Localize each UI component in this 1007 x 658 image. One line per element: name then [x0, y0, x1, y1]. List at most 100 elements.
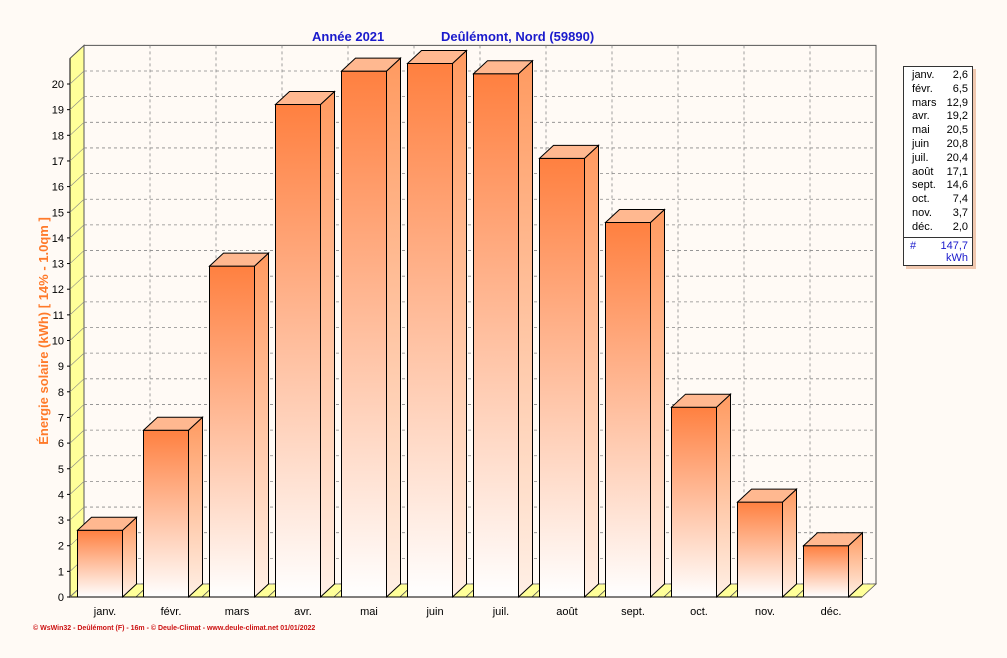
bar-top: [670, 393, 732, 408]
y-tick-label: 16: [52, 182, 64, 194]
grid-line-diag: [69, 224, 85, 239]
grid-line-diag: [69, 70, 85, 85]
grid-line-diag: [69, 429, 85, 444]
bar-10: [736, 487, 798, 599]
bar-side: [320, 90, 335, 599]
legend-month: sept.: [912, 179, 936, 192]
x-tick-label: févr.: [161, 606, 182, 618]
bar-top: [604, 209, 666, 224]
legend-row: août 17,1: [904, 166, 972, 180]
grid-line-diag: [69, 352, 85, 367]
legend-value: 7,4: [952, 193, 968, 206]
legend-value: 14,6: [946, 179, 968, 192]
chart-title-year: Année 2021: [312, 29, 384, 44]
legend-month: févr.: [912, 82, 933, 95]
bar-6: [472, 59, 534, 599]
bar-top: [142, 416, 204, 431]
grid-line-diag: [69, 96, 85, 110]
bar-side: [584, 144, 599, 599]
bar-side: [716, 393, 731, 599]
legend-row: janv. 2,6: [904, 69, 972, 83]
y-tick-label: 18: [52, 130, 64, 142]
legend-value: 2,0: [952, 220, 968, 233]
legend-month: juil.: [912, 151, 929, 164]
bar-3: [274, 90, 336, 599]
bar-side: [386, 57, 401, 599]
x-tick-label: oct.: [690, 606, 708, 618]
x-tick-label: nov.: [755, 606, 775, 618]
x-tick-label: janv.: [93, 606, 116, 618]
bar-top: [472, 60, 534, 75]
legend-row: juin 20,8: [904, 138, 972, 152]
x-tick-label: mars: [225, 606, 250, 618]
y-tick-label: 5: [58, 464, 64, 476]
legend-total-symbol: #: [910, 239, 917, 252]
bar-1: [142, 416, 204, 599]
bar-front: [341, 70, 387, 598]
y-tick-label: 0: [58, 592, 64, 604]
grid-line-diag: [69, 275, 85, 290]
bar-top: [76, 516, 138, 531]
y-tick-label: 11: [53, 310, 64, 322]
x-tick-label: juin: [425, 606, 443, 618]
bar-front: [143, 429, 189, 598]
y-tick-label: 13: [52, 259, 64, 271]
y-tick-label: 7: [58, 412, 64, 424]
bar-5: [406, 49, 468, 599]
x-tick-label: mai: [360, 606, 378, 618]
legend-row: févr. 6,5: [904, 83, 972, 97]
bar-front: [275, 104, 321, 598]
legend-value: 3,7: [952, 206, 968, 219]
legend-row: mars 12,9: [904, 97, 972, 111]
x-axis-ticks: janv. févr. mars avr. mai juin juil. août sept. o…: [93, 606, 842, 618]
y-tick-label: 9: [58, 361, 64, 373]
legend-value: 17,1: [946, 165, 968, 178]
legend-value: 6,5: [952, 82, 968, 95]
legend-month: juin: [912, 137, 930, 150]
y-tick-label: 2: [58, 541, 64, 553]
y-tick-label: 4: [58, 489, 64, 501]
y-tick-label: 8: [58, 387, 64, 399]
footer-credit: © WsWin32 - Deûlémont (F) - 16m - © Deul…: [33, 624, 315, 632]
legend-row: mai 20,5: [904, 124, 972, 138]
bar-top: [406, 49, 468, 64]
legend-month: nov.: [912, 206, 932, 219]
legend-month: janv.: [912, 69, 935, 81]
bar-front: [209, 265, 255, 598]
legend-value: 2,6: [952, 69, 968, 81]
legend-row: sept. 14,6: [904, 179, 972, 193]
bar-front: [539, 157, 585, 598]
legend-value: 20,5: [946, 124, 968, 137]
x-tick-label: sept.: [621, 606, 645, 618]
bar-front: [77, 529, 123, 598]
grid-line-diag: [69, 173, 85, 187]
chart-title-location: Deûlémont, Nord (59890): [441, 29, 594, 44]
bar-9: [670, 393, 732, 599]
y-tick-label: 14: [52, 233, 64, 245]
grid-line-diag: [69, 481, 85, 495]
x-tick-label: avr.: [294, 606, 312, 618]
legend-row: oct. 7,4: [904, 193, 972, 207]
bar-side: [782, 487, 797, 599]
bar-side: [188, 416, 203, 599]
grid-line-diag: [69, 301, 85, 316]
grid-line-diag: [69, 199, 85, 213]
legend-month: oct.: [912, 193, 930, 206]
y-tick-label: 20: [52, 79, 64, 91]
bar-2: [208, 251, 270, 599]
legend-rows: janv. 2,6 févr. 6,5 mars 12,9 avr. 19,2 mai 20,5 j…: [904, 67, 972, 237]
x-tick-label: août: [556, 606, 577, 618]
grid-line-diag: [69, 122, 85, 136]
legend-month: mars: [912, 96, 937, 109]
bar-8: [604, 208, 666, 599]
legend-total-unit: kWh: [946, 251, 968, 264]
legend-row: avr. 19,2: [904, 110, 972, 124]
y-tick-label: 15: [52, 207, 64, 219]
legend-value: 19,2: [946, 110, 968, 123]
legend-row: juil. 20,4: [904, 152, 972, 166]
bar-side: [122, 516, 137, 599]
legend-value: 20,8: [946, 137, 968, 150]
bar-4: [340, 57, 402, 599]
legend-month: avr.: [912, 110, 930, 123]
